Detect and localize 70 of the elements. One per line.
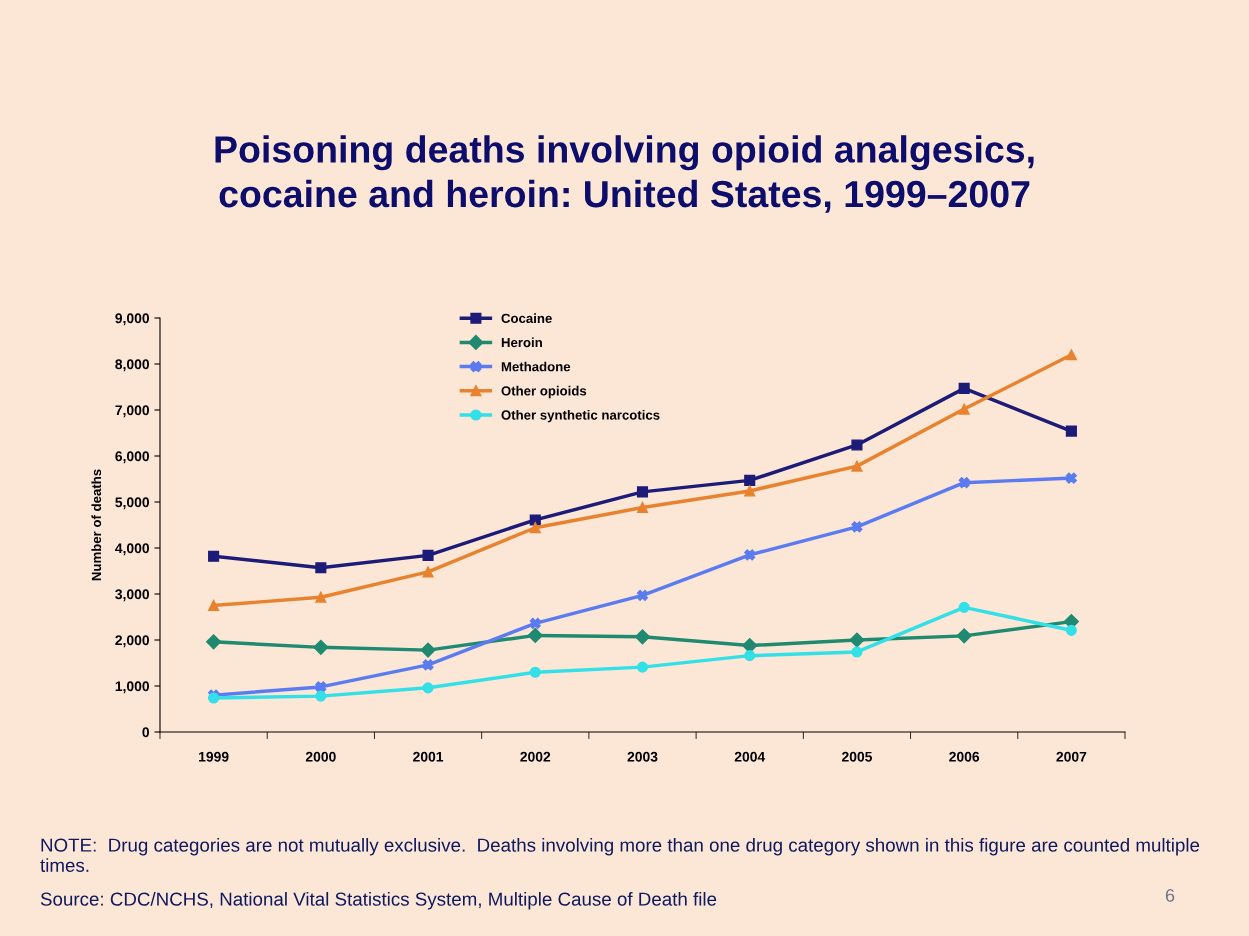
y-tick-label: 4,000 xyxy=(115,543,150,556)
y-tick-label: 9,000 xyxy=(115,313,150,326)
point xyxy=(958,477,970,489)
point xyxy=(313,639,329,655)
source-note: Source: CDC/NCHS, National Vital Statistics System, Multiple Cause of Death file xyxy=(40,892,717,910)
x-tick-label: 1999 xyxy=(199,751,229,762)
point xyxy=(1065,472,1077,484)
y-tick-label: 0 xyxy=(142,727,150,738)
chart-title: Poisoning deaths involving opioid analgesics, cocaine and heroin: United States, 1999–2007 xyxy=(215,135,1034,213)
point xyxy=(208,599,220,612)
point xyxy=(744,474,756,486)
y-axis-title: Number of deaths xyxy=(91,469,102,581)
x-tick-label: 2003 xyxy=(627,751,658,762)
point xyxy=(529,617,541,629)
x-tick-label: 2004 xyxy=(734,751,766,762)
point xyxy=(422,549,434,561)
legend-label: Cocaine xyxy=(501,313,552,324)
point xyxy=(422,682,434,694)
x-tick-label: 2002 xyxy=(520,751,551,762)
point xyxy=(851,646,863,658)
point xyxy=(315,690,327,702)
point xyxy=(744,485,756,497)
point xyxy=(849,632,865,648)
point xyxy=(958,382,970,394)
x-tick-label: 2000 xyxy=(305,751,336,762)
legend-label: Other synthetic narcotics xyxy=(501,410,660,423)
text: NOTE: Drug categories are not mutually exclusive. Deaths involving more than one drug category shown in this figure are counted multiple times. xyxy=(40,838,1200,872)
y-tick-label: 8,000 xyxy=(115,359,150,372)
x-tick-label: 2006 xyxy=(949,751,980,762)
point xyxy=(315,681,327,693)
point xyxy=(1065,349,1077,361)
point xyxy=(958,403,970,415)
point xyxy=(422,659,434,671)
legend-label: Methadone xyxy=(501,361,571,372)
point xyxy=(1065,624,1077,636)
point xyxy=(420,642,436,658)
point xyxy=(208,550,220,562)
point xyxy=(956,628,972,644)
point xyxy=(422,566,434,578)
point xyxy=(634,629,651,645)
point xyxy=(636,661,649,673)
point xyxy=(744,549,756,561)
point xyxy=(636,589,649,601)
text: 6 xyxy=(1165,889,1175,902)
legend-label: Heroin xyxy=(501,337,542,348)
y-tick-label: 7,000 xyxy=(115,405,150,418)
point xyxy=(744,650,756,662)
point xyxy=(527,627,543,643)
y-tick-label: 3,000 xyxy=(115,589,150,602)
y-tick-label: 5,000 xyxy=(115,497,150,510)
x-tick-label: 2005 xyxy=(841,751,873,762)
point xyxy=(529,666,541,678)
point xyxy=(636,486,649,498)
point xyxy=(206,634,222,650)
y-tick-label: 2,000 xyxy=(115,635,150,648)
point xyxy=(851,439,863,451)
y-tick-label: 1,000 xyxy=(115,681,150,694)
x-tick-label: 2007 xyxy=(1056,751,1087,762)
point xyxy=(315,591,327,603)
point xyxy=(851,521,863,533)
legend-label: Other opioids xyxy=(501,385,587,399)
point xyxy=(1065,425,1077,437)
point xyxy=(529,522,541,534)
point xyxy=(529,514,541,526)
y-tick-label: 6,000 xyxy=(115,451,150,464)
point xyxy=(958,601,970,613)
x-tick-label: 2001 xyxy=(413,751,444,762)
point xyxy=(851,460,863,472)
point xyxy=(636,501,649,514)
point xyxy=(315,562,327,574)
